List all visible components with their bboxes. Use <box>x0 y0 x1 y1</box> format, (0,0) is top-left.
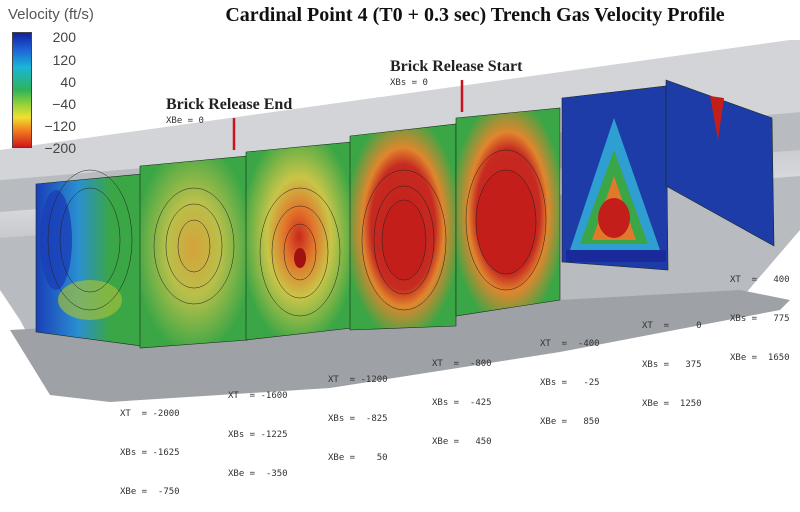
velocity-slices <box>35 79 775 349</box>
velocity-slice <box>245 141 353 341</box>
section-xbe: XBe = 850 <box>540 417 600 427</box>
velocity-color-scale <box>12 32 32 148</box>
section-xbs: XBs = -825 <box>328 414 388 424</box>
section-coords: XT = -1600 XBs = -1225 XBe = -350 <box>228 364 288 494</box>
section-xbs: XBs = 775 <box>730 314 790 324</box>
release-end-label: Brick Release End <box>166 96 293 113</box>
velocity-slice <box>349 123 457 331</box>
velocity-slice <box>561 85 669 271</box>
section-xbe: XBe = 50 <box>328 453 388 463</box>
velocity-slice <box>35 169 143 347</box>
legend-tick: 200 <box>52 29 76 45</box>
section-xbs: XBs = 375 <box>642 360 702 370</box>
legend-tick: −120 <box>44 118 76 134</box>
legend-title: Velocity (ft/s) <box>8 6 94 23</box>
section-xbs: XBs = -425 <box>432 398 492 408</box>
section-xt: XT = -1600 <box>228 391 288 401</box>
section-xbs: XBs = -25 <box>540 378 600 388</box>
section-xbe: XBe = -750 <box>120 487 180 497</box>
legend-tick: 120 <box>52 52 76 68</box>
section-xbs: XBs = -1625 <box>120 448 180 458</box>
velocity-slice <box>665 79 775 247</box>
section-xt: XT = -400 <box>540 339 600 349</box>
trench-roof <box>0 40 800 180</box>
section-coords: XT = 0 XBs = 375 XBe = 1250 <box>642 294 702 424</box>
section-xbe: XBe = 450 <box>432 437 492 447</box>
section-xbe: XBe = 1250 <box>642 399 702 409</box>
velocity-slice <box>455 107 561 317</box>
trench-diagram <box>0 40 800 402</box>
legend-tick: 40 <box>60 74 76 90</box>
section-xbe: XBe = -350 <box>228 469 288 479</box>
diagram-title: Cardinal Point 4 (T0 + 0.3 sec) Trench G… <box>225 4 725 26</box>
section-xbe: XBe = 1650 <box>730 353 790 363</box>
section-xt: XT = 400 <box>730 275 790 285</box>
release-start-sub: XBs = 0 <box>390 78 428 88</box>
section-coords: XT = -2000 XBs = -1625 XBe = -750 <box>120 382 180 512</box>
section-xt: XT = 0 <box>642 321 702 331</box>
section-xt: XT = -800 <box>432 359 492 369</box>
section-xbs: XBs = -1225 <box>228 430 288 440</box>
trench-floor <box>10 290 790 402</box>
section-xt: XT = -1200 <box>328 375 388 385</box>
section-coords: XT = -800 XBs = -425 XBe = 450 <box>432 332 492 462</box>
release-start-label: Brick Release Start <box>390 58 523 75</box>
section-xt: XT = -2000 <box>120 409 180 419</box>
section-coords: XT = 400 XBs = 775 XBe = 1650 <box>730 248 790 378</box>
section-coords: XT = -1200 XBs = -825 XBe = 50 <box>328 348 388 478</box>
legend-tick: −200 <box>44 140 76 156</box>
release-end-sub: XBe = 0 <box>166 116 204 126</box>
legend-tick: −40 <box>52 96 76 112</box>
velocity-slice <box>139 155 249 349</box>
section-coords: XT = -400 XBs = -25 XBe = 850 <box>540 312 600 442</box>
